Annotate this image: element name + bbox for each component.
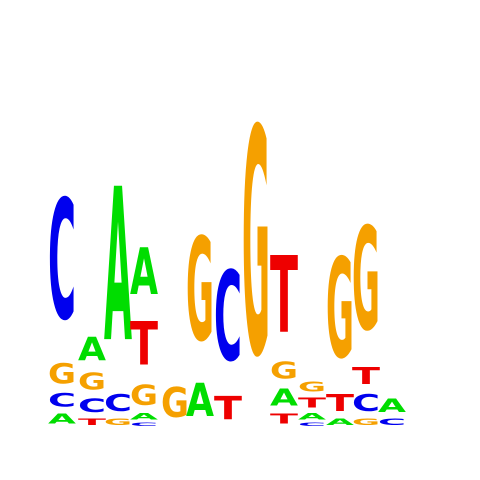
logo-letter-c: C <box>48 166 76 357</box>
logo-letter-t: T <box>214 390 242 427</box>
logo-letter-g: G <box>186 209 214 374</box>
logo-letter-t: T <box>352 363 380 390</box>
logo-letter-c: C <box>352 390 380 416</box>
logo-column-7: TC <box>214 245 242 427</box>
logo-letter-g: G <box>270 357 298 384</box>
logo-letter-g: G <box>352 198 380 363</box>
logo-letter-a: A <box>78 331 107 368</box>
logo-letter-c: C <box>130 422 158 427</box>
logo-column-13: CA <box>378 395 407 427</box>
logo-letter-g: G <box>242 66 270 427</box>
logo-column-11: ATG <box>326 229 355 427</box>
logo-letter-t: T <box>326 389 354 416</box>
logo-letter-a: A <box>270 385 299 411</box>
logo-letter-g: G <box>78 368 106 395</box>
logo-letter-t: T <box>130 311 158 380</box>
logo-letter-t: T <box>298 396 326 412</box>
logo-letter-a: A <box>130 411 159 421</box>
logo-letter-a: A <box>130 236 158 310</box>
logo-letter-a: A <box>378 395 407 417</box>
logo-column-8: G <box>242 66 270 427</box>
logo-letter-g: G <box>48 358 76 390</box>
logo-letter-a: A <box>326 417 355 427</box>
logo-letter-t: T <box>270 235 298 358</box>
logo-letter-g: G <box>298 379 326 395</box>
logo-letter-a: A <box>104 144 132 389</box>
logo-letter-a: A <box>186 374 214 427</box>
logo-column-6: AG <box>186 209 214 427</box>
logo-letter-c: C <box>104 390 132 416</box>
logo-letter-g: G <box>326 229 354 390</box>
logo-letter-t: T <box>270 412 298 428</box>
logo-letter-c: C <box>78 395 106 416</box>
logo-letter-g: G <box>104 416 132 427</box>
logo-letter-c: C <box>378 416 406 427</box>
logo-letter-t: T <box>78 417 107 428</box>
logo-letter-g: G <box>161 379 189 427</box>
logo-column-5: G <box>161 379 189 427</box>
logo-letter-c: C <box>298 422 326 427</box>
logo-column-3: GCA <box>104 144 132 427</box>
logo-letter-g: G <box>130 380 158 412</box>
logo-letter-a: A <box>298 411 327 421</box>
logo-letter-a: A <box>48 412 77 428</box>
logo-letter-g: G <box>352 416 380 427</box>
logo-letter-c: C <box>214 245 242 390</box>
logo-letter-c: C <box>48 390 76 411</box>
